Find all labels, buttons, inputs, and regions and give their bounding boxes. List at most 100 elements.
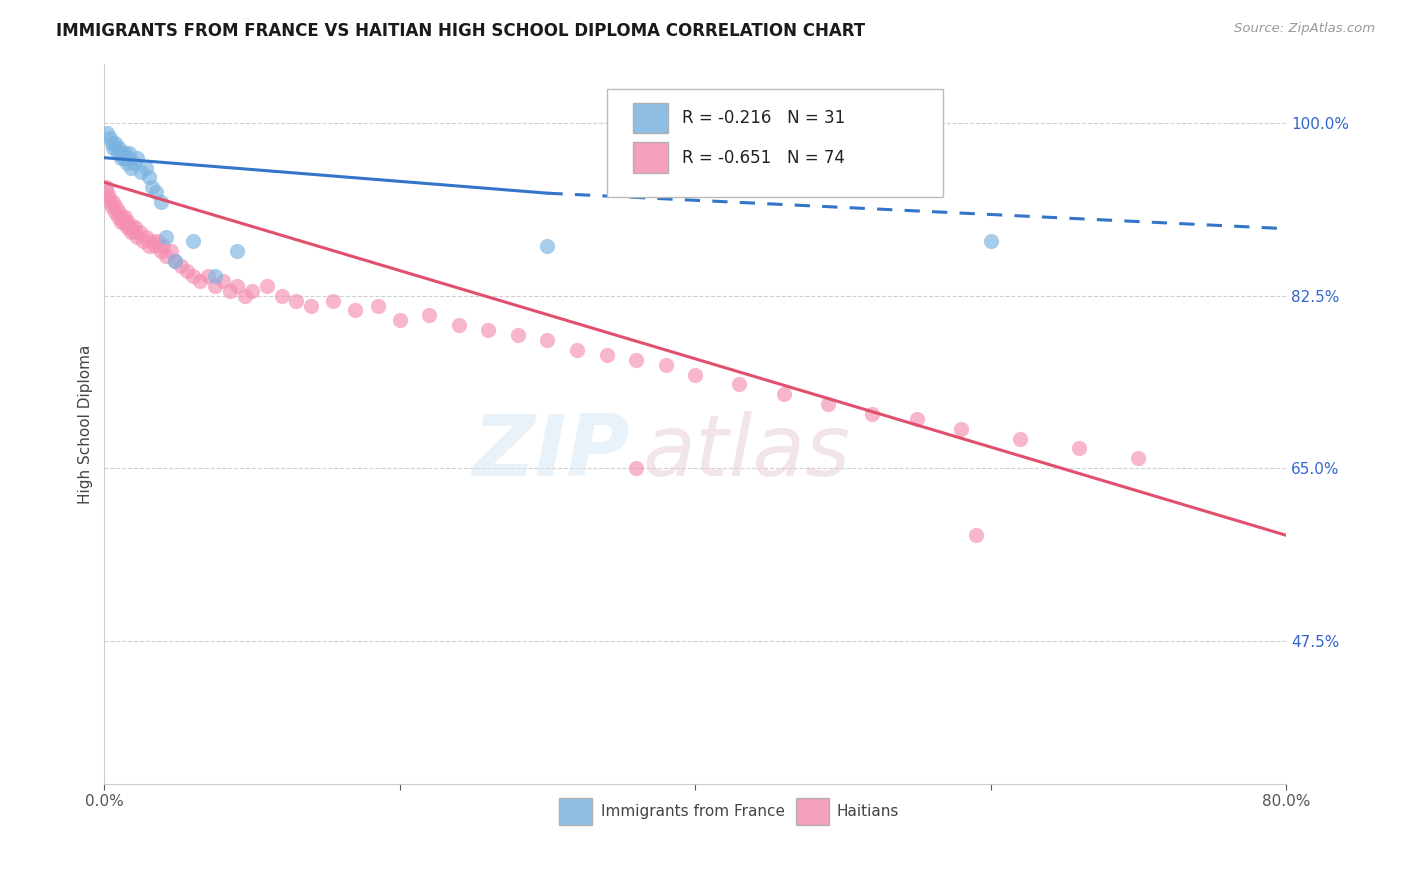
Point: [120, 161, 142, 175]
Point: [299, 299, 322, 313]
Point: [595, 348, 617, 362]
Point: [565, 343, 588, 357]
Point: [94, 180, 117, 194]
Point: [536, 239, 558, 253]
Point: [149, 244, 172, 259]
Point: [240, 284, 263, 298]
FancyBboxPatch shape: [606, 89, 943, 197]
Point: [118, 145, 141, 160]
Point: [950, 422, 973, 436]
Point: [117, 151, 139, 165]
Point: [211, 274, 233, 288]
Point: [132, 235, 155, 249]
Point: [1128, 451, 1150, 466]
Point: [111, 145, 134, 160]
Point: [114, 145, 136, 160]
Point: [124, 219, 146, 234]
Point: [388, 313, 411, 327]
Point: [155, 249, 177, 263]
Point: [122, 225, 145, 239]
Point: [135, 229, 157, 244]
Point: [176, 264, 198, 278]
Point: [226, 244, 249, 259]
Text: IMMIGRANTS FROM FRANCE VS HAITIAN HIGH SCHOOL DIPLOMA CORRELATION CHART: IMMIGRANTS FROM FRANCE VS HAITIAN HIGH S…: [56, 22, 865, 40]
Point: [197, 268, 219, 283]
Bar: [560, 798, 592, 825]
Text: Immigrants from France: Immigrants from France: [600, 805, 785, 819]
Point: [103, 141, 125, 155]
Point: [728, 377, 751, 392]
Point: [270, 289, 292, 303]
Point: [146, 235, 169, 249]
Point: [256, 278, 278, 293]
Point: [138, 239, 160, 253]
Point: [477, 323, 499, 337]
Point: [506, 328, 529, 343]
Point: [111, 210, 134, 224]
Point: [125, 229, 148, 244]
Point: [112, 215, 135, 229]
Text: R = -0.216   N = 31: R = -0.216 N = 31: [682, 109, 845, 127]
Point: [905, 412, 928, 426]
Point: [108, 141, 131, 155]
Point: [624, 461, 647, 475]
Point: [128, 225, 150, 239]
Point: [141, 180, 163, 194]
Point: [165, 254, 187, 268]
Point: [103, 195, 125, 210]
Point: [115, 219, 138, 234]
Point: [170, 259, 193, 273]
Point: [654, 358, 676, 372]
Point: [105, 141, 128, 155]
Text: Source: ZipAtlas.com: Source: ZipAtlas.com: [1234, 22, 1375, 36]
Point: [110, 215, 132, 229]
Point: [135, 161, 157, 175]
Point: [120, 225, 142, 239]
Point: [96, 126, 118, 140]
Point: [104, 136, 127, 150]
Point: [155, 229, 177, 244]
Point: [447, 318, 470, 333]
Point: [131, 165, 153, 179]
Bar: [796, 798, 828, 825]
Point: [108, 205, 131, 219]
Point: [107, 145, 129, 160]
Point: [97, 190, 120, 204]
Point: [138, 170, 160, 185]
Point: [817, 397, 839, 411]
Y-axis label: High School Diploma: High School Diploma: [79, 344, 93, 504]
Bar: [633, 143, 668, 173]
Point: [104, 205, 127, 219]
Point: [112, 151, 135, 165]
Point: [143, 239, 166, 253]
Point: [100, 136, 122, 150]
Point: [98, 195, 121, 210]
Point: [100, 200, 122, 214]
Point: [110, 151, 132, 165]
Point: [165, 254, 187, 268]
Point: [181, 268, 204, 283]
Point: [122, 155, 145, 169]
Bar: [633, 103, 668, 133]
Point: [152, 239, 174, 253]
Point: [121, 219, 143, 234]
Point: [190, 274, 212, 288]
Point: [1010, 432, 1032, 446]
Point: [980, 235, 1002, 249]
Point: [96, 185, 118, 199]
Point: [160, 244, 183, 259]
Point: [114, 210, 136, 224]
Point: [149, 195, 172, 210]
Point: [683, 368, 706, 382]
Point: [145, 185, 167, 199]
Point: [344, 303, 367, 318]
Text: ZIP: ZIP: [472, 411, 630, 494]
Point: [226, 278, 249, 293]
Point: [965, 528, 987, 542]
Point: [624, 352, 647, 367]
Text: Haitians: Haitians: [837, 805, 900, 819]
Text: atlas: atlas: [643, 411, 851, 494]
Text: R = -0.651   N = 74: R = -0.651 N = 74: [682, 149, 845, 167]
Point: [219, 284, 242, 298]
Point: [107, 210, 129, 224]
